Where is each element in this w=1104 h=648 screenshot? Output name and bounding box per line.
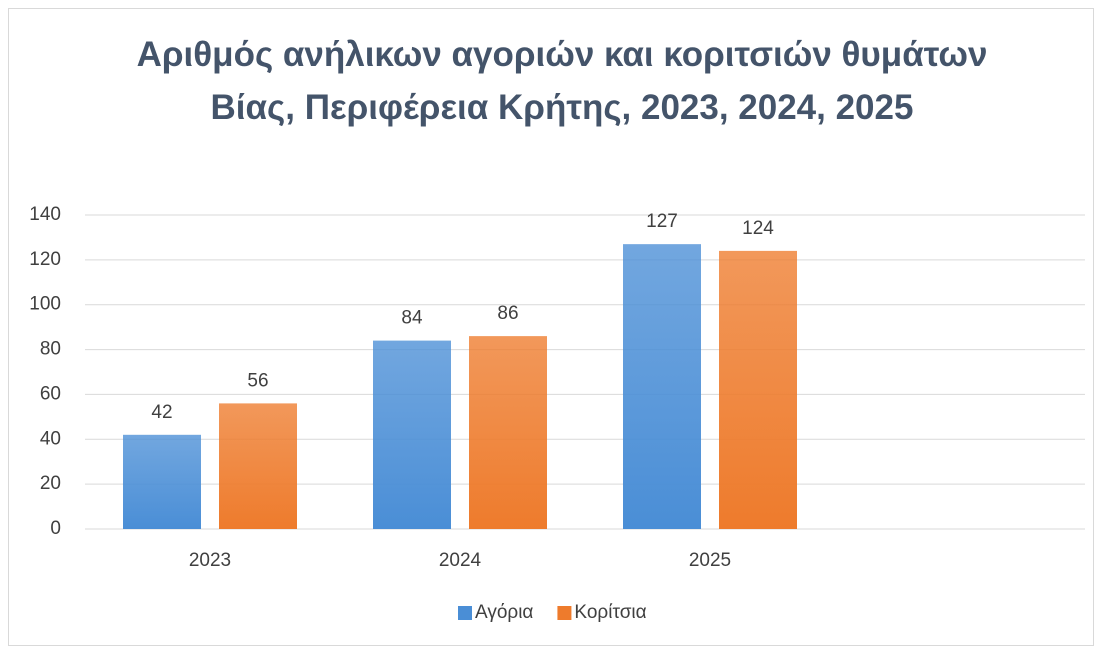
y-tick-label: 120 [29, 249, 61, 270]
bar [719, 250, 797, 529]
data-label: 56 [247, 370, 268, 391]
chart-frame [8, 8, 1094, 646]
y-tick-label: 60 [40, 383, 61, 404]
bar [219, 403, 297, 529]
bar [123, 434, 201, 529]
chart-title: Αριθμός ανήλικων αγοριών και κοριτσιών θ… [136, 35, 988, 127]
data-label: 42 [151, 402, 172, 423]
x-tick-label: 2025 [689, 550, 731, 571]
y-tick-label: 100 [29, 294, 61, 315]
legend-swatch [458, 606, 472, 620]
data-label: 84 [401, 308, 423, 329]
legend-label: Κορίτσια [574, 602, 646, 623]
y-tick-label: 0 [50, 518, 61, 539]
bar [623, 244, 701, 529]
x-tick-label: 2023 [189, 550, 231, 571]
data-label: 127 [646, 211, 678, 232]
bar [469, 336, 547, 529]
data-label: 86 [497, 303, 518, 324]
y-tick-label: 20 [40, 473, 61, 494]
bar [373, 340, 451, 529]
x-tick-label: 2024 [439, 550, 482, 571]
legend-swatch [557, 606, 572, 620]
y-tick-label: 80 [40, 339, 61, 360]
data-label: 124 [742, 218, 774, 239]
y-tick-label: 40 [40, 428, 61, 449]
y-tick-label: 140 [29, 204, 61, 225]
legend-label: Αγόρια [475, 602, 533, 623]
